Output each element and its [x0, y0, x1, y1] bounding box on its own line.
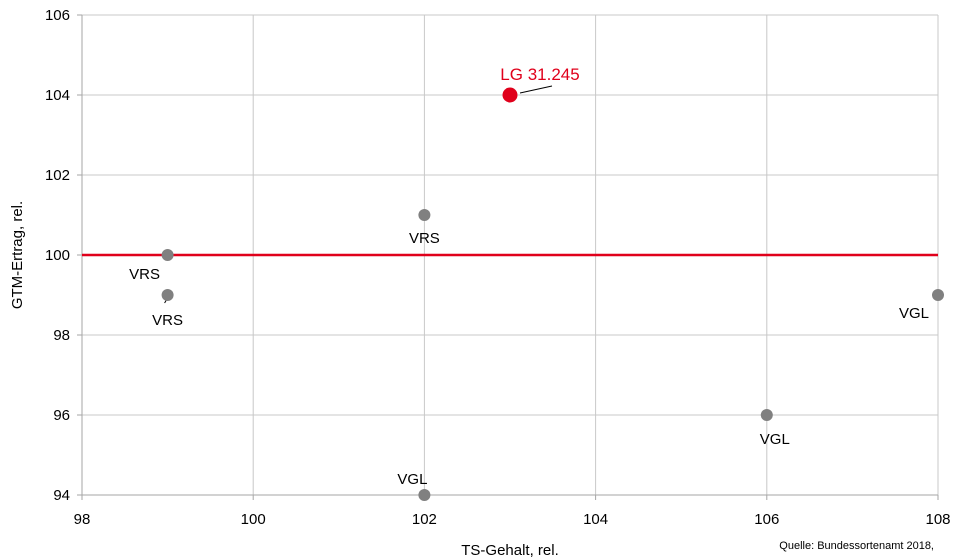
x-tick-label: 106	[754, 511, 779, 528]
point-label: VGL	[760, 431, 790, 448]
y-tick-label: 98	[53, 327, 70, 344]
x-tick-label: 98	[74, 511, 91, 528]
data-point	[418, 489, 431, 501]
x-axis-label: TS-Gehalt, rel.	[461, 542, 559, 559]
x-tick-label: 104	[583, 511, 608, 528]
y-tick-label: 94	[53, 487, 70, 504]
y-tick-label: 106	[45, 7, 70, 24]
data-point	[760, 409, 773, 421]
x-tick-label: 102	[412, 511, 437, 528]
point-label: VGL	[899, 305, 929, 322]
data-points: LG 31.245 VRS VRS VRS VGL VGL VGL	[129, 65, 944, 501]
y-tick-label: 104	[45, 87, 70, 104]
y-tick-label: 100	[45, 247, 70, 264]
x-tick-label: 108	[925, 511, 950, 528]
source-note: Quelle: Bundessortenamt 2018,	[779, 540, 934, 552]
x-tick-label: 100	[241, 511, 266, 528]
y-tick-label: 102	[45, 167, 70, 184]
point-label: VRS	[409, 230, 440, 247]
data-point	[932, 289, 944, 301]
axes: 94 96 98 100 102 104 106 98 100 102 104 106 108	[45, 7, 951, 528]
label-leader-line	[519, 85, 553, 94]
point-label: VGL	[397, 471, 427, 488]
data-point	[161, 289, 174, 301]
point-label: VRS	[152, 312, 183, 329]
y-axis-label: GTM-Ertrag, rel.	[9, 201, 26, 309]
highlight-point	[502, 87, 518, 103]
y-tick-label: 96	[53, 407, 70, 424]
point-label: VRS	[129, 266, 160, 283]
data-point	[418, 209, 431, 221]
data-point	[161, 249, 174, 261]
point-label: LG 31.245	[500, 65, 579, 84]
